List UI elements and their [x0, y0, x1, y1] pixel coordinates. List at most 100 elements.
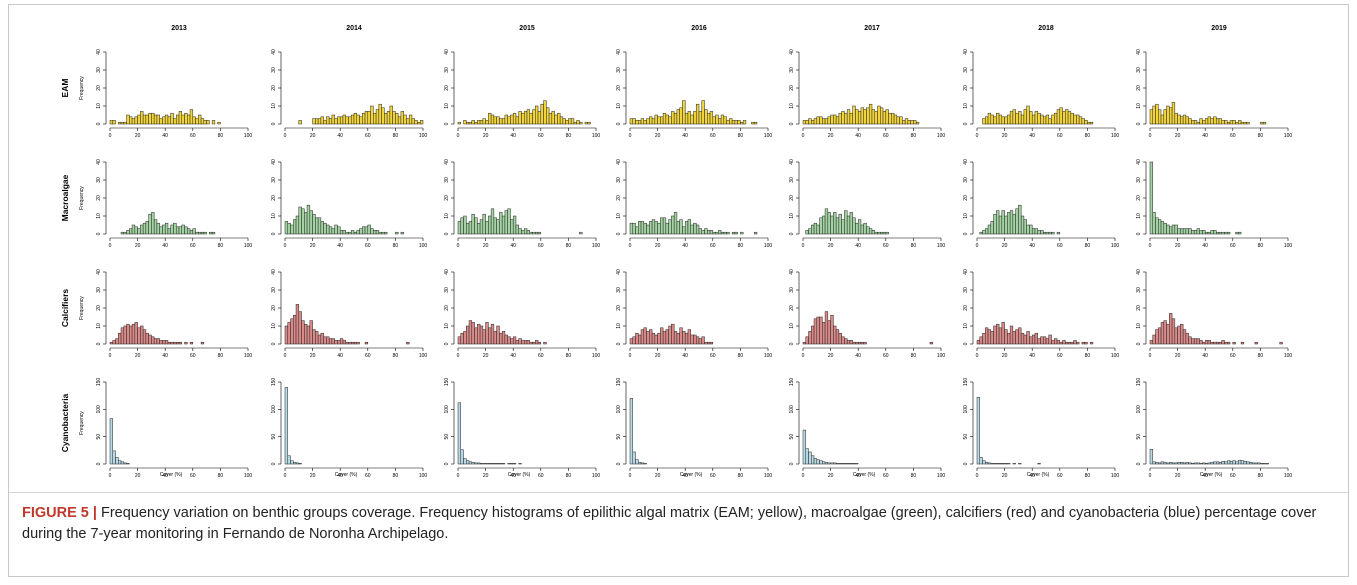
y-tick-label: 20	[444, 85, 450, 91]
histogram-bar	[304, 212, 308, 235]
histogram-bar	[1004, 215, 1008, 235]
histogram-bar	[118, 121, 122, 125]
y-tick-label: 10	[963, 323, 969, 329]
histogram-bar	[543, 100, 547, 125]
x-tick-label: 60	[190, 243, 196, 249]
histogram-bar	[1018, 204, 1022, 235]
histogram-bar	[356, 114, 360, 125]
histogram-bar	[488, 463, 492, 465]
histogram-bar	[142, 329, 147, 345]
y-tick-label: 20	[963, 85, 969, 91]
y-tick-label: 30	[789, 287, 795, 293]
x-tick-label: 60	[1230, 243, 1236, 249]
histogram-bar	[1149, 109, 1154, 125]
x-tick-label: 0	[457, 473, 460, 479]
y-tick-label: 10	[1136, 213, 1142, 219]
x-axis-label: Cover (%)	[160, 472, 183, 478]
histogram-bar	[723, 231, 727, 235]
histogram-bar	[309, 210, 313, 235]
x-tick-label: 100	[1284, 133, 1293, 139]
x-tick-label: 80	[738, 353, 744, 359]
histogram-bar	[979, 336, 983, 345]
histogram-bar	[181, 224, 185, 235]
histogram-bar	[529, 231, 533, 235]
histogram-bar	[148, 334, 152, 345]
histogram-bar	[345, 231, 349, 235]
histogram-bar	[676, 221, 680, 235]
histogram-bar	[811, 455, 815, 465]
histogram-bar	[1262, 121, 1267, 125]
y-tick-label: 10	[789, 103, 795, 109]
x-tick-label: 20	[135, 353, 141, 359]
y-tick-label: 30	[1136, 177, 1142, 183]
y-tick-label: 0	[96, 462, 102, 465]
histogram-bar	[501, 463, 506, 465]
histogram-bar	[120, 231, 125, 235]
histogram-bar	[877, 231, 881, 235]
histogram-bar	[632, 336, 636, 345]
histogram-bar	[1204, 118, 1209, 125]
histogram-bar	[1240, 341, 1245, 345]
histogram-bar	[466, 121, 470, 125]
histogram-bar	[1076, 114, 1080, 125]
histogram-bar	[819, 460, 823, 465]
histogram-bar	[751, 121, 755, 125]
histogram-bar	[638, 120, 642, 125]
histogram-bar	[1087, 121, 1091, 125]
histogram-bar	[1191, 463, 1195, 465]
histogram-bar	[507, 463, 511, 465]
histogram-bar	[123, 231, 127, 235]
histogram-bar	[323, 120, 327, 125]
histogram-bar	[290, 460, 294, 465]
histogram-bar	[123, 325, 127, 345]
caption-divider	[9, 492, 1348, 493]
histogram-bar	[1227, 460, 1231, 465]
histogram-bar	[460, 217, 464, 235]
histogram-bar	[830, 462, 834, 465]
x-tick-label: 100	[1111, 353, 1120, 359]
histogram-bar	[134, 322, 138, 345]
histogram-bar	[841, 111, 845, 125]
histogram-bar	[1232, 120, 1236, 125]
histogram-bar	[830, 314, 834, 345]
histogram-bar	[397, 116, 402, 125]
histogram-bar	[457, 402, 462, 465]
histogram-bar	[457, 121, 462, 125]
histogram-bar	[1023, 109, 1027, 125]
x-tick-label: 100	[937, 473, 946, 479]
y-tick-label: 0	[789, 122, 795, 125]
x-tick-label: 40	[1202, 353, 1208, 359]
histogram-bar	[635, 120, 639, 125]
histogram-bar	[496, 325, 500, 345]
histogram-bar	[640, 118, 645, 125]
histogram-bar	[568, 118, 572, 125]
histogram-bar	[211, 120, 216, 125]
histogram-bar	[731, 231, 736, 235]
histogram-bar	[888, 112, 892, 125]
histogram-bar	[629, 222, 634, 235]
x-tick-label: 60	[365, 133, 371, 139]
histogram-bar	[339, 230, 344, 235]
histogram-bar	[148, 112, 152, 125]
y-tick-label: 0	[616, 232, 622, 235]
x-tick-label: 60	[883, 473, 889, 479]
histogram-bar	[860, 341, 864, 345]
histogram-bar	[849, 340, 853, 345]
histogram-bar	[1224, 461, 1228, 465]
y-tick-label: 0	[96, 122, 102, 125]
y-tick-label: 20	[616, 305, 622, 311]
histogram-bar	[471, 462, 475, 465]
x-tick-label: 40	[1202, 243, 1208, 249]
histogram-bar	[350, 341, 355, 345]
x-tick-label: 40	[1029, 473, 1035, 479]
row-label-cyanobacteria: Cyanobacteria	[60, 393, 70, 452]
y-tick-label: 0	[1136, 462, 1142, 465]
x-tick-label: 60	[365, 353, 371, 359]
x-tick-label: 60	[538, 473, 544, 479]
x-tick-label: 100	[419, 243, 428, 249]
histogram-bar	[827, 462, 831, 465]
histogram-bar	[654, 114, 658, 125]
x-tick-label: 80	[393, 473, 399, 479]
y-tick-label: 20	[1136, 195, 1142, 201]
x-tick-label: 40	[510, 353, 516, 359]
